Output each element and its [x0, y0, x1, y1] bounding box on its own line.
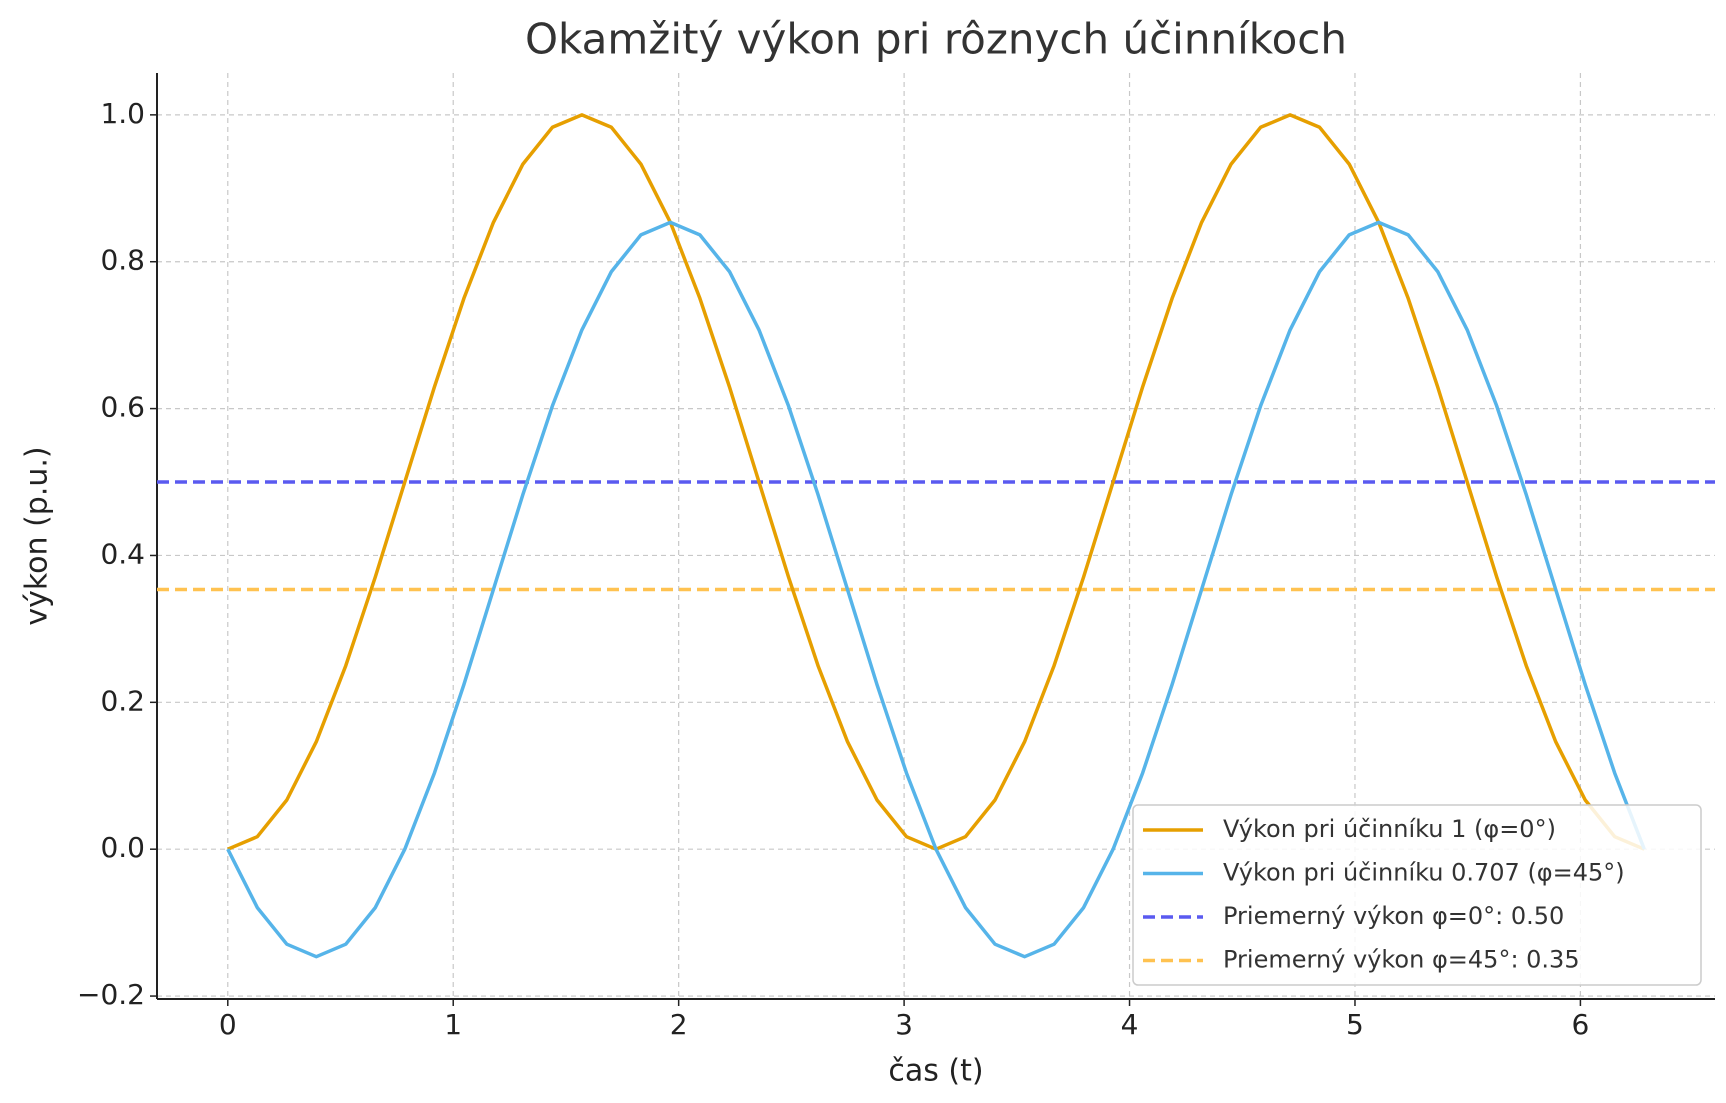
x-tick-label: 0	[219, 1008, 237, 1041]
x-tick-label: 1	[444, 1008, 462, 1041]
y-axis-label: výkon (p.u.)	[20, 446, 55, 625]
x-axis-label: čas (t)	[888, 1054, 983, 1089]
legend-label: Priemerný výkon φ=0°: 0.50	[1223, 902, 1564, 930]
x-tick-label: 2	[670, 1008, 688, 1041]
y-tick-label: 0.2	[100, 684, 145, 717]
y-tick-label: 0.8	[100, 244, 145, 277]
y-tick-label: 0.0	[100, 831, 145, 864]
x-tick-label: 3	[895, 1008, 913, 1041]
legend-label: Výkon pri účinníku 1 (φ=0°)	[1223, 815, 1556, 843]
data-line	[226, 220, 1646, 959]
x-tick-label: 6	[1571, 1008, 1589, 1041]
legend-box	[1132, 804, 1702, 986]
y-tick-label: 1.0	[100, 97, 145, 130]
y-tick-label: 0.6	[100, 391, 145, 424]
y-tick-label: −0.2	[77, 978, 145, 1011]
chart-title: Okamžitý výkon pri rôznych účinníkoch	[525, 15, 1347, 64]
y-tick-label: 0.4	[100, 537, 145, 570]
x-tick-label: 5	[1346, 1008, 1364, 1041]
legend-label: Výkon pri účinníku 0.707 (φ=45°)	[1223, 859, 1625, 887]
legend-label: Priemerný výkon φ=45°: 0.35	[1223, 946, 1580, 974]
x-tick-label: 4	[1121, 1008, 1139, 1041]
